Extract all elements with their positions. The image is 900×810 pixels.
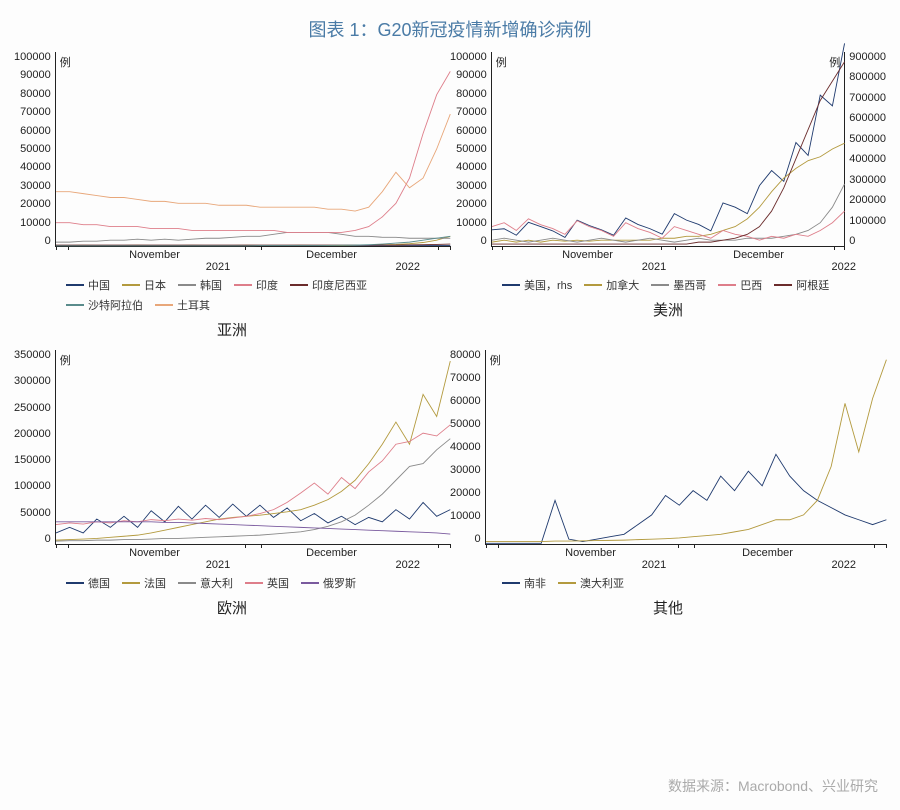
legend-item: 美国，rhs — [502, 277, 572, 293]
legend-swatch — [502, 582, 520, 584]
legend-item: 法国 — [122, 575, 166, 591]
series-line — [56, 425, 450, 525]
y-axis: 3500003000002500002000001500001000005000… — [14, 350, 55, 545]
legend: 中国日本韩国印度印度尼西亚沙特阿拉伯土耳其 — [14, 273, 450, 313]
y-axis-right: 9000008000007000006000005000004000003000… — [845, 52, 886, 247]
legend-item: 澳大利亚 — [558, 575, 624, 591]
legend-swatch — [584, 284, 602, 286]
plot-area: 例例 — [491, 52, 846, 247]
legend-item: 南非 — [502, 575, 546, 591]
legend-swatch — [155, 304, 173, 306]
panel-other: 8000070000600005000040000300002000010000… — [450, 350, 886, 640]
legend: 美国，rhs 加拿大墨西哥巴西阿根廷 — [450, 273, 886, 293]
panel-subtitle: 亚洲 — [14, 319, 450, 340]
legend-swatch — [290, 284, 308, 286]
series-line — [486, 360, 886, 542]
x-axis: NovemberDecember20212022 — [450, 547, 886, 571]
legend-item: 中国 — [66, 277, 110, 293]
legend-swatch — [234, 284, 252, 286]
legend-item: 阿根廷 — [774, 277, 829, 293]
series-line — [56, 114, 450, 211]
legend-swatch — [122, 284, 140, 286]
series-line — [492, 62, 845, 244]
series-line — [492, 143, 845, 242]
x-axis: NovemberDecember20212022 — [450, 249, 886, 273]
panel-subtitle: 其他 — [450, 597, 886, 618]
legend-swatch — [178, 582, 196, 584]
legend-item: 俄罗斯 — [301, 575, 356, 591]
series-line — [492, 211, 845, 240]
panel-grid: 1000009000080000700006000050000400003000… — [0, 52, 900, 640]
legend-item: 意大利 — [178, 575, 233, 591]
panel-americas: 1000009000080000700006000050000400003000… — [450, 52, 886, 342]
panel-europe: 3500003000002500002000001500001000005000… — [14, 350, 450, 640]
legend-swatch — [66, 284, 84, 286]
legend-swatch — [774, 284, 792, 286]
legend-item: 德国 — [66, 575, 110, 591]
legend-item: 巴西 — [718, 277, 762, 293]
x-axis: NovemberDecember20212022 — [14, 547, 450, 571]
legend-swatch — [178, 284, 196, 286]
legend-item: 加拿大 — [584, 277, 639, 293]
legend-swatch — [651, 284, 669, 286]
panel-subtitle: 欧洲 — [14, 597, 450, 618]
panel-subtitle: 美洲 — [450, 299, 886, 320]
y-axis: 8000070000600005000040000300002000010000… — [450, 350, 485, 545]
chart-title: 图表 1：G20新冠疫情新增确诊病例 — [0, 0, 900, 52]
series-line — [56, 232, 450, 242]
legend-swatch — [66, 582, 84, 584]
legend: 德国法国意大利英国俄罗斯 — [14, 571, 450, 591]
legend-item: 韩国 — [178, 277, 222, 293]
legend-swatch — [718, 284, 736, 286]
legend-swatch — [502, 284, 520, 286]
series-line — [486, 454, 886, 543]
series-line — [56, 71, 450, 232]
legend-swatch — [301, 582, 319, 584]
legend-swatch — [245, 582, 263, 584]
x-axis: NovemberDecember20212022 — [14, 249, 450, 273]
legend-item: 日本 — [122, 277, 166, 293]
plot-area: 例 — [485, 350, 886, 545]
legend-item: 英国 — [245, 575, 289, 591]
series-line — [56, 502, 450, 532]
legend-item: 印度 — [234, 277, 278, 293]
series-line — [492, 184, 845, 242]
source-label: 数据来源：Macrobond、兴业研究 — [668, 776, 878, 796]
legend: 南非澳大利亚 — [450, 571, 886, 591]
y-axis: 1000009000080000700006000050000400003000… — [450, 52, 491, 247]
legend-swatch — [66, 304, 84, 306]
legend-item: 沙特阿拉伯 — [66, 297, 143, 313]
legend-item: 印度尼西亚 — [290, 277, 367, 293]
legend-swatch — [122, 582, 140, 584]
series-line — [492, 43, 845, 237]
panel-asia: 1000009000080000700006000050000400003000… — [14, 52, 450, 342]
plot-area: 例 — [55, 52, 450, 247]
y-axis: 1000009000080000700006000050000400003000… — [14, 52, 55, 247]
legend-item: 土耳其 — [155, 297, 210, 313]
legend-swatch — [558, 582, 576, 584]
legend-item: 墨西哥 — [651, 277, 706, 293]
plot-area: 例 — [55, 350, 450, 545]
